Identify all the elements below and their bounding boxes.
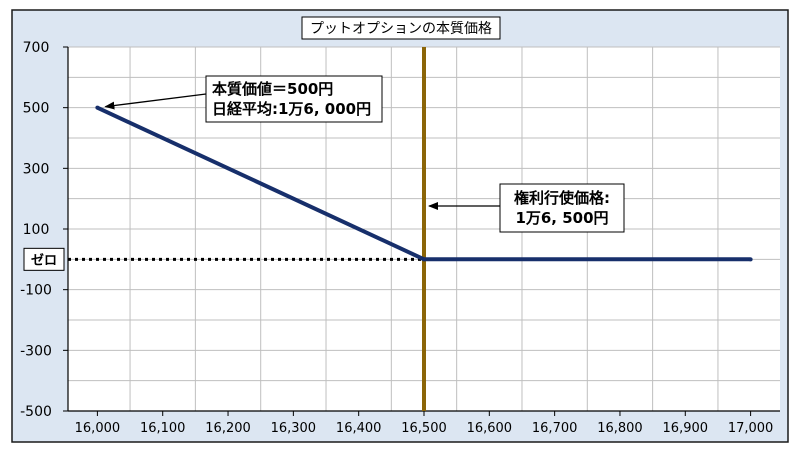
x-tick-label: 16,000 <box>75 421 121 436</box>
x-tick-label: 16,600 <box>467 421 513 436</box>
x-tick-label: 16,700 <box>532 421 578 436</box>
annotation-intrinsic-text: 本質価値＝500円 <box>212 80 333 98</box>
x-tick-label: 16,900 <box>663 421 709 436</box>
chart-title-box <box>301 16 501 40</box>
annotation-strike-text: 権利行使価格: <box>514 189 610 207</box>
zero-label: ゼロ <box>31 252 57 268</box>
y-tick-label: 100 <box>23 222 50 238</box>
x-tick-label: 16,300 <box>271 421 317 436</box>
x-tick-label: 16,100 <box>140 421 186 436</box>
y-tick-label: -100 <box>20 283 52 299</box>
y-tick-label: 500 <box>23 101 50 117</box>
y-tick-label: -500 <box>20 404 52 420</box>
annotation-intrinsic-box <box>205 75 383 123</box>
payoff-point <box>422 257 426 262</box>
annotation-intrinsic-text: 日経平均:1万6, 000円 <box>212 100 371 118</box>
y-tick-label: -300 <box>20 343 52 359</box>
x-tick-label: 16,800 <box>597 421 643 436</box>
x-tick-label: 16,500 <box>401 421 447 436</box>
annotation-strike-text: 1万6, 500円 <box>515 209 608 227</box>
y-tick-label: 300 <box>23 161 50 177</box>
zero-label-box <box>23 247 65 271</box>
x-tick-label: 16,200 <box>205 421 251 436</box>
x-tick-label: 16,400 <box>336 421 382 436</box>
x-tick-label: 17,000 <box>728 421 774 436</box>
annotation-intrinsic-arrow <box>104 93 207 110</box>
y-tick-label: 700 <box>23 40 50 56</box>
chart-title: プットオプションの本質価格 <box>310 21 492 37</box>
annotation-strike-box <box>499 183 625 233</box>
payoff-point <box>748 257 753 262</box>
payoff-point <box>95 105 100 110</box>
